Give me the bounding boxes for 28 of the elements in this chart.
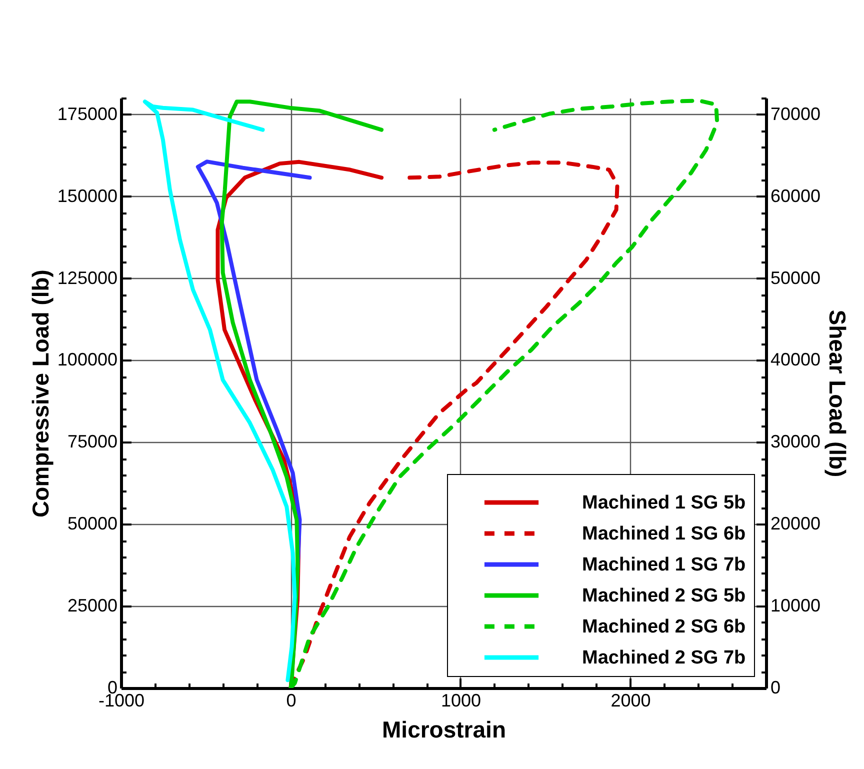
y2-tick-label: 40000 xyxy=(770,350,821,370)
y2-tick-label: 60000 xyxy=(770,186,821,206)
y-tick-label: 50000 xyxy=(67,514,118,534)
y2-tick-label: 0 xyxy=(770,678,781,698)
y2-tick-label: 30000 xyxy=(770,432,821,452)
y2-axis-title: Shear Load (lb) xyxy=(824,310,851,478)
legend-label: Machined 2 SG 7b xyxy=(582,648,746,668)
y-axis-title: Compressive Load (lb) xyxy=(27,270,54,518)
legend-label: Machined 2 SG 5b xyxy=(582,586,746,606)
legend-label: Machined 1 SG 5b xyxy=(582,492,746,514)
x-tick-label: 2000 xyxy=(610,690,651,710)
y2-tick-label: 20000 xyxy=(770,514,821,534)
y2-tick-label: 10000 xyxy=(770,596,821,616)
x-tick-label: 0 xyxy=(286,690,296,710)
x-tick-label: 1000 xyxy=(440,690,481,710)
legend-label: Machined 1 SG 7b xyxy=(582,554,746,576)
y2-tick-label: 70000 xyxy=(770,104,821,124)
y-tick-label: 100000 xyxy=(57,350,118,370)
line-series xyxy=(142,100,297,682)
y-tick-label: 125000 xyxy=(57,268,118,288)
y-tick-label: 75000 xyxy=(67,432,118,452)
y-tick-label: 25000 xyxy=(67,596,118,616)
y2-tick-label: 50000 xyxy=(770,268,821,288)
x-axis-title: Microstrain xyxy=(382,716,506,742)
legend-label: Machined 1 SG 6b xyxy=(582,524,746,544)
y-tick-label: 150000 xyxy=(57,186,118,206)
y-tick-label: 175000 xyxy=(57,104,118,124)
legend-label: Machined 2 SG 6b xyxy=(582,616,746,638)
